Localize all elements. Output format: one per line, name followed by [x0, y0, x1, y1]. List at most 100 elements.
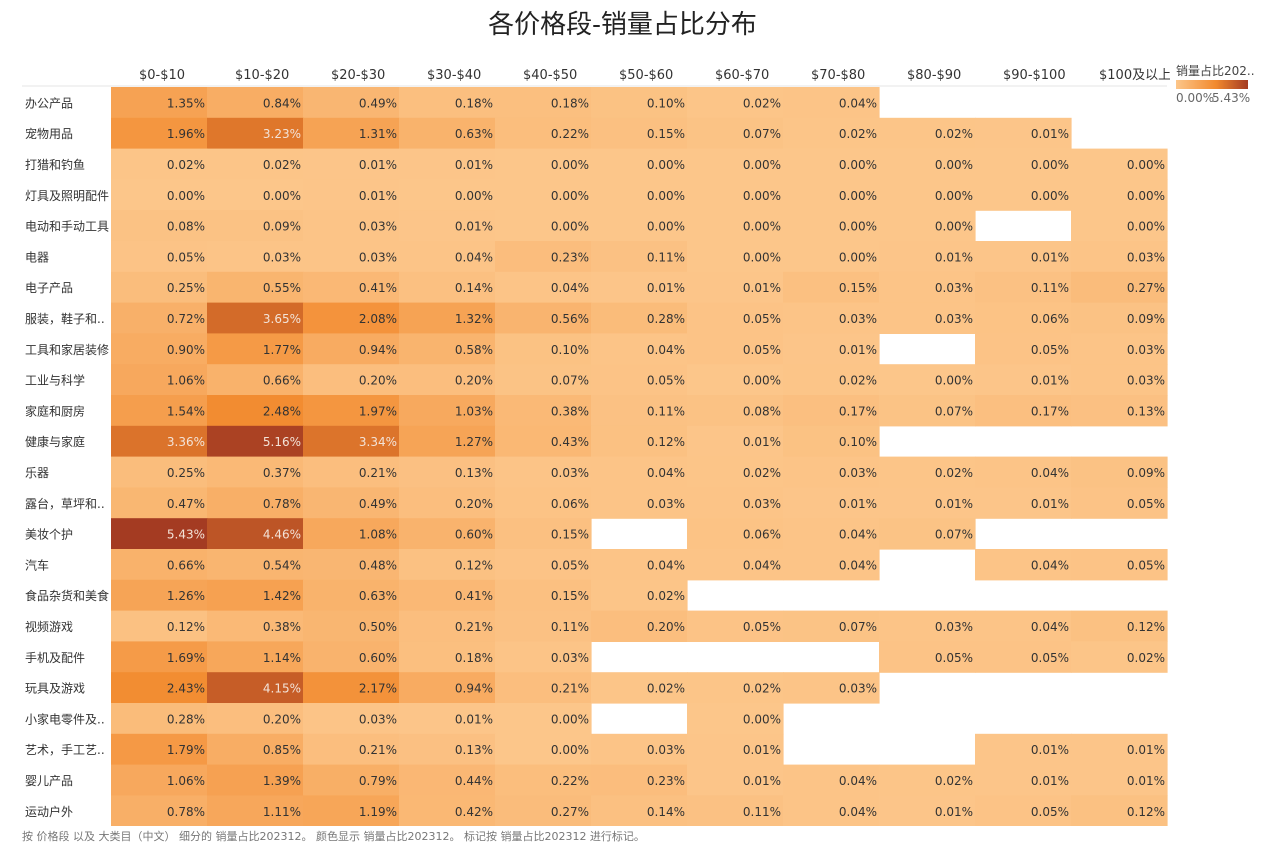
- cell-label: 0.01%: [1127, 774, 1165, 788]
- heatmap-cell: [879, 302, 976, 334]
- cell-label: 1.77%: [263, 343, 301, 357]
- heatmap-cell: [495, 425, 592, 458]
- cell-label: 0.00%: [935, 220, 973, 234]
- cell-label: 0.27%: [1127, 281, 1165, 295]
- heatmap-cell: [879, 487, 976, 519]
- cell-label: 0.00%: [551, 189, 589, 203]
- heatmap-cell: [111, 641, 208, 673]
- cell-label: 0.78%: [167, 805, 205, 819]
- cell-label: 0.14%: [455, 281, 493, 295]
- cell-label: 0.00%: [743, 712, 781, 726]
- column-header: $60-$70: [715, 68, 769, 83]
- heatmap-cell: [303, 549, 400, 581]
- cell-label: 0.04%: [743, 558, 781, 572]
- cell-label: 0.00%: [743, 250, 781, 264]
- row-label: 手机及配件: [25, 651, 85, 665]
- heatmap-cell: [783, 425, 880, 458]
- heatmap-cell: [303, 795, 400, 826]
- cell-label: 0.17%: [839, 404, 877, 418]
- cell-label: 0.22%: [551, 774, 589, 788]
- heatmap-cell: [495, 456, 592, 488]
- cell-label: 4.15%: [263, 682, 301, 696]
- row-label: 玩具及游戏: [25, 682, 85, 696]
- cell-label: 0.05%: [167, 250, 205, 264]
- heatmap-cell: [975, 487, 1072, 519]
- cell-label: 0.12%: [1127, 805, 1165, 819]
- cell-label: 0.25%: [167, 466, 205, 480]
- heatmap-cell: [783, 672, 880, 704]
- cell-label: 0.04%: [839, 774, 877, 788]
- legend-title: 销量占比202..: [1176, 64, 1255, 78]
- cell-label: 0.07%: [935, 404, 973, 418]
- heatmap-cell: [879, 148, 976, 180]
- heatmap-cell: [303, 148, 400, 180]
- row-label: 电动和手动工具: [25, 220, 109, 234]
- cell-label: 0.15%: [839, 281, 877, 295]
- heatmap-cell: [207, 579, 304, 612]
- cell-label: 0.56%: [551, 312, 589, 326]
- heatmap-cell: [783, 241, 880, 273]
- heatmap-cell: [1071, 364, 1168, 396]
- row-label: 视频游戏: [25, 619, 73, 634]
- heatmap-cell: [1071, 241, 1168, 273]
- heatmap-cell: [1071, 456, 1168, 488]
- heatmap-cell: [399, 579, 496, 612]
- cell-label: 0.00%: [647, 220, 685, 234]
- heatmap-cell: [591, 117, 688, 150]
- cell-label: 0.11%: [743, 805, 781, 819]
- cell-label: 0.01%: [1127, 743, 1165, 757]
- cell-label: 0.04%: [1031, 620, 1069, 634]
- heatmap-cell: [303, 302, 400, 334]
- row-label: 电器: [25, 250, 49, 264]
- column-header: $30-$40: [427, 68, 481, 83]
- heatmap-cell: [687, 395, 784, 427]
- heatmap-cell: [879, 518, 976, 550]
- cell-label: 0.03%: [1127, 250, 1165, 264]
- heatmap-cell: [975, 241, 1072, 273]
- heatmap-cell: [687, 672, 784, 704]
- heatmap-cell: [399, 148, 496, 180]
- heatmap-cell: [303, 333, 400, 365]
- heatmap-cell: [399, 117, 496, 150]
- heatmap-cell: [207, 764, 304, 796]
- heatmap-cell: [399, 549, 496, 581]
- cell-label: 0.00%: [1031, 158, 1069, 172]
- heatmap-cell: [591, 179, 688, 211]
- heatmap-cell: [399, 364, 496, 396]
- heatmap-cell: [591, 425, 688, 458]
- heatmap-cell: [303, 395, 400, 427]
- cell-label: 0.09%: [263, 220, 301, 234]
- cell-label: 2.17%: [359, 682, 397, 696]
- heatmap-cell: [303, 87, 400, 119]
- row-label: 打猎和钓鱼: [25, 158, 85, 172]
- cell-label: 0.55%: [263, 281, 301, 295]
- heatmap-cell: [495, 87, 592, 119]
- heatmap-cell: [111, 764, 208, 796]
- cell-label: 0.41%: [359, 281, 397, 295]
- heatmap-cell: [687, 795, 784, 826]
- heatmap-cell: [591, 456, 688, 488]
- cell-label: 2.48%: [263, 404, 301, 418]
- cell-label: 0.00%: [1127, 220, 1165, 234]
- cell-label: 0.04%: [647, 466, 685, 480]
- cell-label: 0.66%: [263, 374, 301, 388]
- heatmap-cell: [1071, 148, 1168, 180]
- row-label: 婴儿产品: [25, 774, 73, 788]
- cell-label: 0.44%: [455, 774, 493, 788]
- row-label: 健康与家庭: [25, 434, 85, 449]
- cell-label: 0.20%: [359, 374, 397, 388]
- heatmap-cell: [591, 733, 688, 766]
- heatmap-cell: [303, 364, 400, 396]
- cell-label: 0.07%: [551, 374, 589, 388]
- row-label: 工具和家居装修: [25, 342, 109, 357]
- heatmap-cell: [783, 333, 880, 365]
- heatmap-cell: [303, 117, 400, 150]
- cell-label: 1.08%: [359, 528, 397, 542]
- heatmap-cell: [783, 549, 880, 581]
- heatmap-cell: [399, 641, 496, 673]
- cell-label: 0.00%: [743, 158, 781, 172]
- cell-label: 0.03%: [839, 466, 877, 480]
- heatmap-cell: [975, 395, 1072, 427]
- heatmap-cell: [399, 703, 496, 735]
- cell-label: 0.58%: [455, 343, 493, 357]
